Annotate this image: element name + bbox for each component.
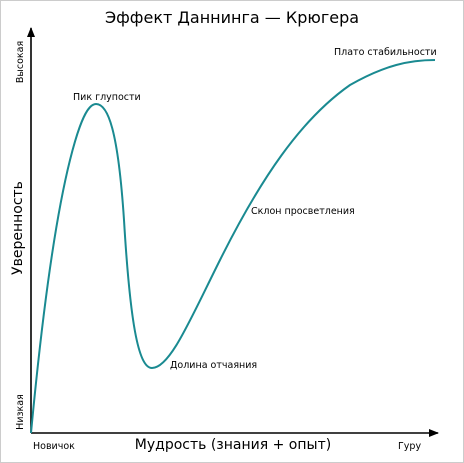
title: Эффект Даннинга — Крюгера bbox=[105, 8, 359, 27]
y-high-label: Высокая bbox=[15, 41, 26, 83]
annotation: Пик глупости bbox=[73, 92, 141, 103]
curve bbox=[30, 59, 436, 434]
annotation: Долина отчаяния bbox=[170, 360, 257, 371]
annotation: Плато стабильности bbox=[334, 47, 437, 58]
annotation: Склон просветления bbox=[251, 206, 355, 217]
x-end-label: Гуру bbox=[398, 441, 421, 452]
x-start-label: Новичок bbox=[33, 441, 75, 452]
y-low-label: Низкая bbox=[15, 394, 26, 430]
x-axis-label: Мудрость (знания + опыт) bbox=[135, 437, 331, 453]
y-axis-label: Уверенность bbox=[10, 181, 26, 275]
